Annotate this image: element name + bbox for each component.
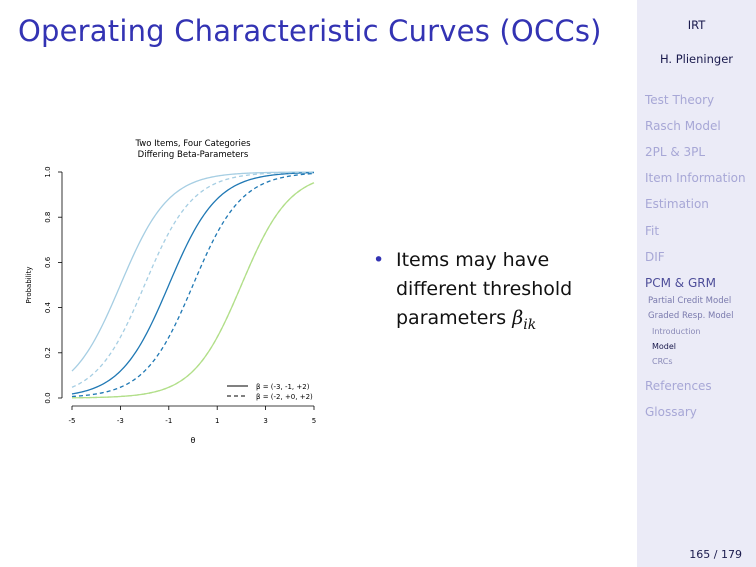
curve-series-3	[71, 171, 315, 388]
chart-subtitle: Differing Beta-Parameters	[138, 150, 249, 160]
y-axis-label: Probability	[25, 266, 33, 303]
y-tick-label: 0.4	[44, 301, 52, 313]
beta-subscript: ik	[523, 317, 537, 333]
sidebar-section-estimation[interactable]: Estimation	[645, 197, 709, 211]
sidebar-section-references[interactable]: References	[645, 379, 712, 393]
slide-title: Operating Characteristic Curves (OCCs)	[18, 14, 602, 48]
y-tick-label: 0.6	[44, 256, 52, 268]
curve-series-1	[71, 171, 315, 395]
sidebar-author[interactable]: H. Plieninger	[659, 52, 734, 66]
x-tick-label: 3	[263, 417, 267, 425]
bullet-marker: •	[373, 249, 385, 271]
curve-series-0	[71, 171, 314, 372]
curve-series-4	[71, 172, 315, 398]
curve-series-2	[71, 182, 315, 399]
legend-label-1: β = (-2, +0, +2)	[256, 393, 313, 401]
chart-axes: -5 -3 -1 1 3 5 0.0 0.2 0.4 0.6 0.8 1.0	[44, 166, 316, 425]
bullet-text: Items may have different threshold param…	[396, 246, 616, 335]
y-tick-label: 0.8	[44, 212, 52, 223]
sidebar-section-glossary[interactable]: Glossary	[645, 405, 697, 419]
bullet-main-text: Items may have different threshold param…	[396, 249, 573, 329]
sidebar-section-2pl-3pl[interactable]: 2PL & 3PL	[645, 145, 706, 159]
x-axis-label: θ	[191, 436, 196, 445]
y-tick-label: 1.0	[44, 166, 52, 177]
x-tick-label: -5	[69, 417, 76, 425]
x-tick-label: 5	[312, 417, 316, 425]
sidebar-subsection-partial-credit-model[interactable]: Partial Credit Model	[648, 296, 732, 306]
sidebar: IRT H. Plieninger Test Theory Rasch Mode…	[637, 0, 756, 567]
y-tick-label: 0.0	[44, 392, 52, 403]
chart-curves	[71, 171, 315, 399]
sidebar-short-title[interactable]: IRT	[687, 18, 706, 32]
occ-chart: Two Items, Four Categories Differing Bet…	[25, 139, 316, 445]
sidebar-section-rasch-model[interactable]: Rasch Model	[645, 119, 721, 133]
y-tick-label: 0.2	[44, 347, 52, 358]
sidebar-subsection-graded-resp-model[interactable]: Graded Resp. Model	[648, 311, 734, 321]
curve-series-5	[71, 182, 315, 399]
sidebar-item-model[interactable]: Model	[652, 342, 677, 351]
x-tick-label: 1	[215, 417, 219, 425]
x-tick-label: -3	[117, 417, 124, 425]
sidebar-section-dif[interactable]: DIF	[645, 250, 665, 264]
x-tick-label: -1	[165, 417, 172, 425]
sidebar-section-pcm-grm[interactable]: PCM & GRM	[645, 276, 716, 290]
sidebar-section-item-information[interactable]: Item Information	[645, 171, 746, 185]
sidebar-section-test-theory[interactable]: Test Theory	[645, 93, 715, 107]
chart-legend: β = (-3, -1, +2) β = (-2, +0, +2)	[227, 383, 313, 401]
page-number: 165 / 179	[689, 548, 742, 561]
sidebar-item-introduction[interactable]: Introduction	[652, 327, 701, 336]
sidebar-item-crcs[interactable]: CRCs	[652, 357, 673, 366]
chart-title: Two Items, Four Categories	[134, 139, 251, 149]
legend-label-0: β = (-3, -1, +2)	[256, 383, 310, 391]
sidebar-section-fit[interactable]: Fit	[645, 224, 660, 238]
beta-symbol: β	[512, 307, 524, 329]
slide: Operating Characteristic Curves (OCCs) T…	[18, 14, 616, 445]
